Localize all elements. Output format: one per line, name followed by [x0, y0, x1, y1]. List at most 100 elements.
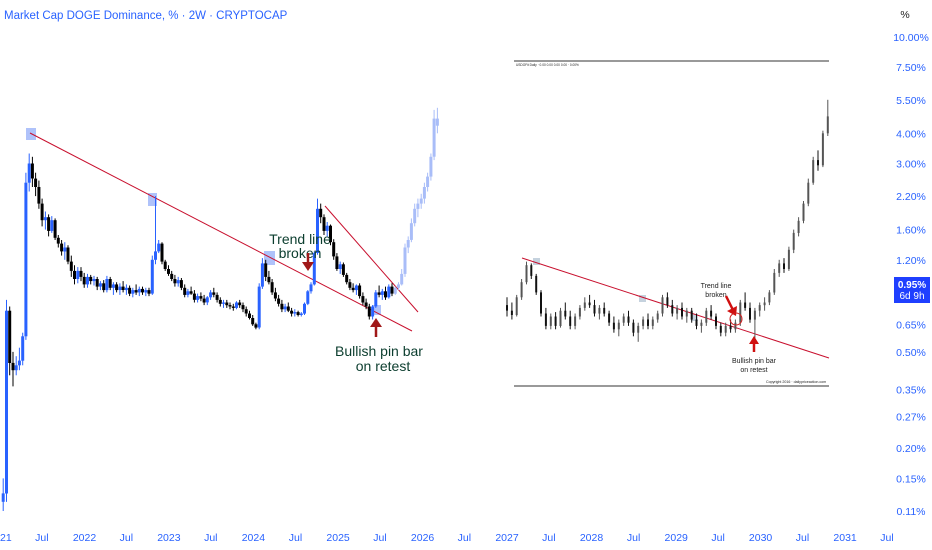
- inset-candle: [792, 229, 795, 254]
- candle: [163, 259, 167, 271]
- x-tick-label: 2031: [833, 532, 857, 544]
- inset-candle: [724, 322, 727, 337]
- candle: [27, 153, 31, 192]
- inset-candle: [821, 130, 824, 168]
- candle: [380, 288, 384, 300]
- inset-candle: [826, 99, 829, 136]
- candle: [34, 172, 38, 197]
- inset-candle: [778, 259, 781, 277]
- percent-scale-button[interactable]: %: [897, 6, 913, 22]
- inset-annotation-pin-2: on retest: [740, 367, 767, 374]
- candle: [95, 276, 99, 291]
- main-trendline[interactable]: [29, 132, 413, 332]
- x-axis[interactable]: 2021 Jul 2022 Jul 2023 Jul 2024 Jul 2025 Jul 2026 J…: [0, 532, 894, 544]
- candle: [92, 275, 96, 286]
- inset-candle: [574, 313, 577, 330]
- projected-candle: [435, 107, 439, 134]
- candle: [338, 261, 342, 274]
- candle: [270, 279, 274, 295]
- projected-candle: [393, 286, 397, 295]
- current-value-label: 0.95%: [898, 280, 926, 291]
- candle: [335, 253, 339, 271]
- candle: [69, 255, 73, 277]
- inset-candle: [617, 319, 620, 337]
- inset-annotation-trend-2: broken: [705, 292, 727, 299]
- candle: [111, 282, 115, 295]
- candle: [56, 235, 60, 248]
- candle: [325, 222, 329, 237]
- y-tick-label: 4.00%: [896, 128, 926, 140]
- candle: [98, 281, 102, 291]
- inset-candle: [783, 258, 785, 273]
- projected-candle: [432, 109, 436, 161]
- x-tick-label: 2023: [157, 532, 181, 544]
- projected-candle: [416, 198, 420, 218]
- candle: [37, 180, 41, 209]
- swing-high-marker: [264, 251, 275, 265]
- candle: [209, 290, 213, 300]
- candle: [118, 283, 122, 295]
- inset-candle: [685, 307, 688, 323]
- candle: [183, 284, 187, 298]
- candle: [332, 239, 336, 260]
- inset-candle: [666, 292, 669, 308]
- y-tick-label: 1.60%: [896, 225, 926, 237]
- candle: [202, 294, 206, 306]
- y-tick-label: 0.20%: [896, 443, 926, 455]
- inset-candle: [544, 307, 547, 330]
- inset-candle: [734, 319, 737, 333]
- inset-circle-marker: [729, 312, 743, 326]
- candle: [21, 332, 25, 366]
- candle: [238, 299, 242, 308]
- secondary-trendline[interactable]: [324, 205, 419, 313]
- candle: [170, 270, 174, 282]
- inset-candle: [817, 150, 819, 171]
- candle: [225, 299, 229, 308]
- inset-candle: [671, 299, 674, 317]
- projected-candle: [409, 218, 413, 243]
- candle: [73, 265, 76, 285]
- candle: [17, 347, 21, 371]
- candle: [257, 283, 261, 330]
- candle: [30, 156, 34, 187]
- inset-candle: [510, 302, 513, 320]
- candle: [60, 240, 64, 256]
- inset-candle: [812, 156, 815, 185]
- candle: [189, 286, 193, 295]
- inset-arrow-up-icon: [749, 336, 759, 352]
- candle: [124, 284, 128, 295]
- inset-candle: [588, 294, 591, 308]
- candle: [293, 309, 297, 317]
- candle: [267, 270, 271, 285]
- candle: [47, 214, 51, 237]
- inset-swing-marker: [691, 314, 698, 321]
- candle: [329, 224, 332, 246]
- y-tick-label: 0.15%: [896, 473, 926, 485]
- inset-candle: [622, 313, 625, 326]
- inset-candle: [807, 178, 810, 207]
- x-tick-label: 2024: [242, 532, 266, 544]
- inset-annotation-pin-1: Bullish pin bar: [732, 358, 777, 365]
- inset-candle: [768, 290, 771, 306]
- y-tick-label: 3.00%: [896, 159, 926, 171]
- projected-candle: [429, 153, 433, 181]
- x-tick-label: Jul: [120, 532, 133, 544]
- inset-candle: [530, 263, 533, 279]
- pin-bar-marker: [372, 305, 381, 315]
- inset-candle: [637, 322, 640, 342]
- y-tick-label: 1.20%: [896, 255, 926, 267]
- candle: [351, 283, 355, 293]
- inset-candle: [739, 299, 742, 326]
- x-tick-label: Jul: [35, 532, 48, 544]
- candle: [40, 198, 44, 227]
- inset-candle: [753, 307, 756, 340]
- projected-candle: [426, 172, 430, 192]
- projected-candle: [403, 243, 407, 277]
- projected-candle: [397, 282, 400, 291]
- inset-candle: [681, 302, 683, 320]
- inset-candle: [719, 322, 722, 337]
- y-axis[interactable]: 10.00% 7.50% 5.50% 4.00% 3.00% 2.20% 1.60% 1.20…: [893, 32, 929, 518]
- candle: [299, 312, 303, 317]
- candle: [66, 245, 70, 265]
